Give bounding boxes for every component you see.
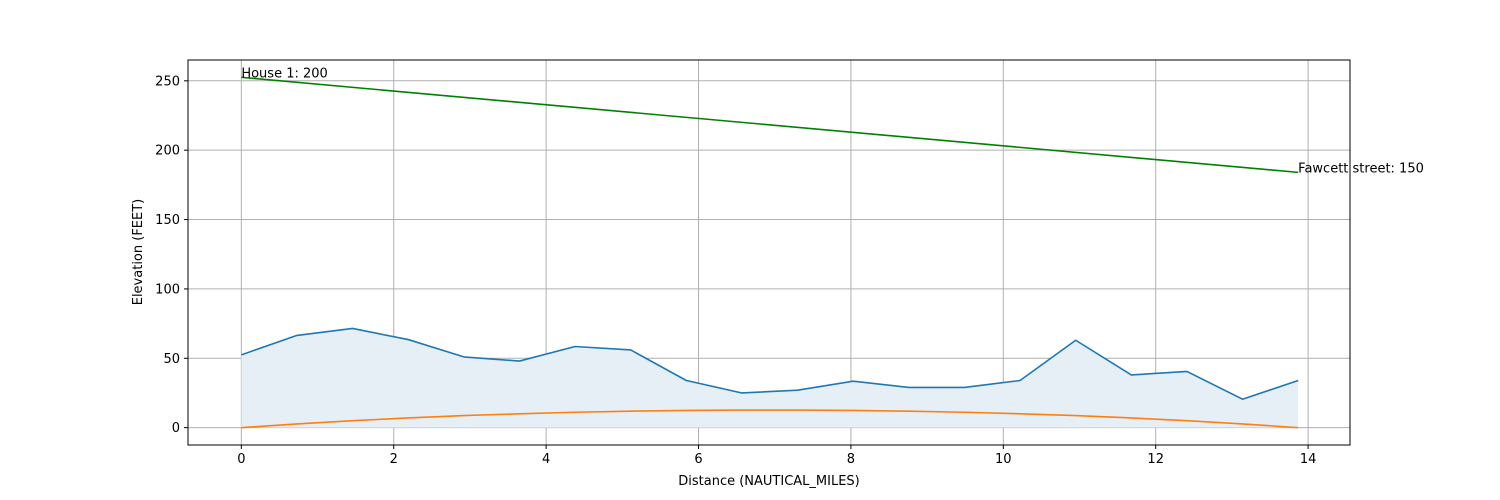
annotations: House 1: 200 Fawcett street: 150: [241, 66, 1424, 176]
x-tick-label: 6: [694, 452, 702, 467]
y-tick-label: 50: [163, 352, 180, 367]
y-axis-label: Elevation (FEET): [131, 199, 146, 306]
x-tick-label: 4: [542, 452, 550, 467]
y-tick-label: 200: [155, 144, 180, 159]
annotation-label: Fawcett street: 150: [1298, 161, 1424, 176]
x-tick-label: 2: [390, 452, 398, 467]
y-axis-ticks: 0 50 100 150 200 250: [155, 74, 188, 436]
y-tick-label: 250: [155, 74, 180, 89]
series-2-line: [241, 409, 1299, 429]
annotation-label: House 1: 200: [241, 66, 327, 81]
series-3-line: [241, 76, 1299, 174]
y-tick-label: 100: [155, 282, 180, 297]
x-tick-label: 8: [847, 452, 855, 467]
series-1-area: [241, 328, 1299, 428]
series-layer: [241, 76, 1299, 429]
x-tick-label: 12: [1147, 452, 1164, 467]
x-axis-label: Distance (NAUTICAL_MILES): [678, 474, 860, 489]
series-1-line: [241, 327, 1299, 401]
plot-frame: [187, 59, 1351, 446]
x-axis-ticks: 0 2 4 6 8 10 12 14: [237, 445, 1316, 467]
y-tick-label: 150: [155, 213, 180, 228]
x-tick-label: 14: [1300, 452, 1317, 467]
x-tick-label: 10: [995, 452, 1012, 467]
x-tick-label: 0: [237, 452, 245, 467]
y-tick-label: 0: [172, 421, 180, 436]
